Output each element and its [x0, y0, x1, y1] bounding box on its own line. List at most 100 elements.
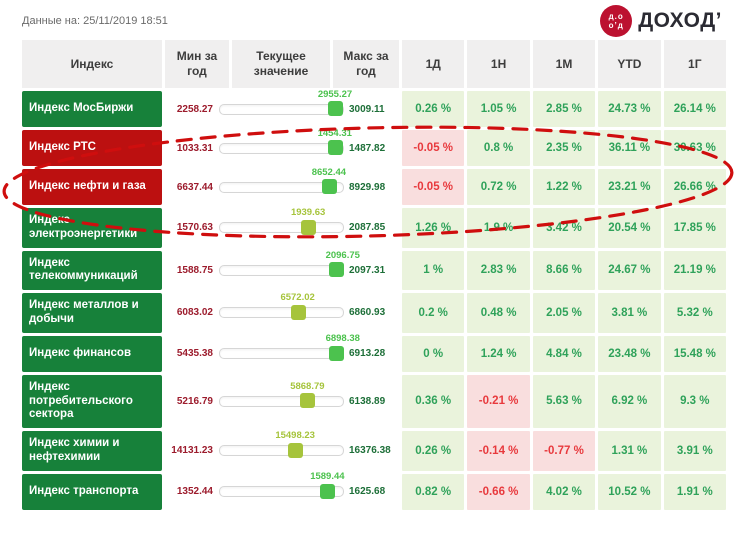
column-header-period: 1М: [532, 40, 596, 88]
min-value: 1352.44: [176, 486, 213, 498]
index-name: Индекс телекоммуникаций: [29, 256, 138, 283]
index-name-cell: Индекс транспорта: [22, 473, 162, 510]
max-value: 2087.85: [349, 222, 386, 234]
index-name-cell: Индекс РТС: [22, 130, 162, 166]
range-slider: 6572.02: [219, 292, 344, 320]
current-value: 2955.27: [317, 88, 353, 100]
table-row: Индекс телекоммуникаций 1588.75 2096.75 209…: [22, 249, 726, 291]
table-row: Индекс финансов 5435.38 6898.38 6913.28 0 % 1…: [22, 333, 726, 372]
range-slider: 5868.79: [219, 381, 344, 409]
change-cell: -0.66 %: [467, 473, 530, 510]
range-slider: 8652.44: [219, 167, 346, 194]
range-cell: 1033.31 1454.31 1487.82: [165, 128, 399, 166]
slider-track: [219, 445, 344, 457]
change-cell: 36.11 %: [598, 130, 661, 166]
slider-handle[interactable]: [329, 262, 344, 278]
change-cell: 26.14 %: [663, 91, 726, 127]
change-cell: 8.66 %: [532, 250, 596, 291]
slider-handle[interactable]: [320, 483, 336, 499]
change-cell: -0.77 %: [532, 431, 596, 471]
index-name-cell: Индекс химии и нефтехимии: [22, 431, 162, 471]
change-cell: 20.54 %: [598, 208, 661, 248]
change-cell: 5.63 %: [532, 374, 596, 429]
max-value: 6138.89: [349, 395, 386, 407]
column-header-current: Текущее значение: [232, 40, 330, 88]
range-cell: 5216.79 5868.79 6138.89: [165, 374, 399, 429]
slider-handle[interactable]: [300, 393, 316, 409]
index-name: Индекс финансов: [29, 346, 132, 359]
current-value: 15498.23: [275, 430, 315, 442]
change-cell: 1.9 %: [467, 208, 530, 248]
change-cell: 0.48 %: [467, 293, 530, 333]
max-value: 6860.93: [349, 307, 386, 319]
current-value: 6898.38: [325, 333, 360, 345]
current-value: 1454.31: [317, 127, 352, 139]
slider-handle[interactable]: [328, 101, 343, 116]
change-cell: 1.05 %: [467, 91, 530, 127]
table-row: Индекс потребительского сектора 5216.79 58…: [22, 374, 726, 429]
max-value: 3009.11: [349, 103, 385, 115]
change-cell: 1.22 %: [532, 169, 596, 205]
index-name: Индекс химии и нефтехимии: [29, 437, 120, 463]
change-cell: 4.02 %: [532, 473, 596, 510]
change-cell: 0.82 %: [402, 473, 465, 510]
brand-logo-icon: д.о о’д: [600, 5, 633, 37]
current-value: 1589.44: [310, 471, 345, 483]
range-slider: 1589.44: [219, 471, 345, 499]
index-name-cell: Индекс электроэнергетики: [22, 208, 162, 248]
brand-name: ДОХОД’: [638, 9, 722, 32]
change-cell: 1.24 %: [467, 335, 530, 372]
slider-handle[interactable]: [290, 304, 306, 320]
slider-handle[interactable]: [288, 442, 304, 458]
change-cell: 26.66 %: [663, 169, 726, 205]
min-value: 14131.23: [171, 445, 213, 457]
current-value: 5868.79: [290, 380, 325, 392]
slider-track: [219, 142, 344, 154]
max-value: 1625.68: [349, 486, 386, 498]
range-slider: 15498.23: [219, 430, 344, 458]
change-cell: 5.32 %: [663, 293, 726, 333]
max-value: 8929.98: [349, 181, 386, 193]
change-cell: 0.26 %: [402, 431, 465, 471]
range-cell: 5435.38 6898.38 6913.28: [165, 333, 399, 372]
logo-mark-line1: д.о: [608, 11, 624, 21]
column-header-period: 1Н: [467, 40, 530, 88]
min-value: 1570.63: [176, 222, 213, 234]
change-cell: 10.52 %: [598, 473, 661, 510]
change-cell: 23.48 %: [598, 335, 661, 372]
slider-handle[interactable]: [327, 140, 343, 155]
change-cell: 0.8 %: [467, 130, 530, 166]
change-cell: 15.48 %: [663, 335, 726, 372]
brand-logo[interactable]: д.о о’д ДОХОД’: [600, 5, 722, 37]
change-cell: 4.84 %: [532, 335, 596, 372]
current-value: 2096.75: [325, 249, 360, 261]
range-cell: 1352.44 1589.44 1625.68: [165, 471, 399, 510]
slider-handle[interactable]: [321, 179, 337, 194]
min-value: 5216.79: [176, 395, 213, 407]
table-header-row: Индекс Мин за год Текущее значение Макс …: [22, 40, 726, 88]
slider-handle[interactable]: [301, 219, 317, 235]
range-cell: 2258.27 2955.27 3009.11: [165, 89, 399, 127]
data-timestamp: Данные на: 25/11/2019 18:51: [22, 15, 168, 27]
column-header-max: Макс за год: [333, 40, 399, 88]
change-cell: -0.14 %: [467, 431, 530, 471]
max-value: 16376.38: [349, 445, 391, 457]
slider-handle[interactable]: [329, 345, 344, 361]
min-value: 6083.02: [176, 307, 213, 319]
min-value: 1033.31: [176, 142, 213, 154]
current-value: 1939.63: [290, 207, 326, 219]
table-row: Индекс химии и нефтехимии 14131.23 15498.2…: [22, 430, 726, 471]
change-cell: 1 %: [402, 250, 465, 291]
change-cell: 2.83 %: [467, 250, 530, 291]
change-cell: 1.91 %: [663, 473, 726, 510]
change-cell: 0.2 %: [402, 293, 465, 333]
change-cell: 2.85 %: [532, 91, 596, 127]
max-value: 2097.31: [349, 264, 386, 276]
range-cell: 14131.23 15498.23 16376.38: [165, 430, 399, 471]
slider-track: [219, 348, 344, 360]
change-cell: 0.72 %: [467, 169, 530, 205]
slider-track: [219, 307, 344, 319]
max-value: 1487.82: [349, 142, 386, 154]
range-slider: 1454.31: [219, 128, 352, 155]
range-slider: 2955.27: [219, 89, 352, 116]
